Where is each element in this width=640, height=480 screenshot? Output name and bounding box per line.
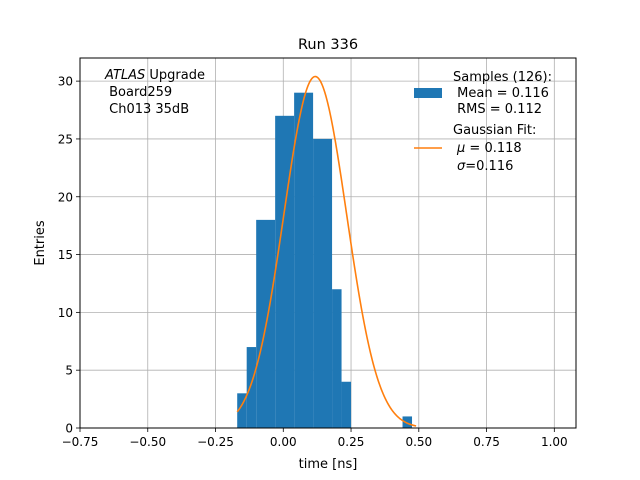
y-tick-label: 10 [58, 306, 73, 320]
annotation-line-1: ATLAS Upgrade [104, 68, 205, 83]
legend-sigma-value: =0.116 [465, 159, 513, 174]
legend-fit-title: Gaussian Fit: [453, 123, 536, 138]
x-tick-label: −0.25 [197, 435, 234, 449]
x-tick-label: 0.00 [270, 435, 297, 449]
chart-title: Run 336 [298, 37, 358, 53]
legend-fit-sigma: σ=0.116 [457, 159, 513, 174]
x-tick-label: −0.50 [129, 435, 166, 449]
histogram-bars [237, 92, 413, 428]
annotation-atlas: ATLAS [104, 68, 145, 83]
y-tick-label: 0 [65, 422, 73, 436]
legend-sigma-symbol: σ [457, 159, 466, 174]
legend: Samples (126): Mean = 0.116 RMS = 0.112 … [414, 70, 552, 174]
x-tick-label: 0.25 [338, 435, 365, 449]
x-tick-label: −0.75 [62, 435, 99, 449]
histogram-bar [294, 92, 314, 428]
histogram-bar [237, 393, 247, 428]
legend-mu-value: = 0.118 [465, 141, 521, 156]
histogram-bar [313, 138, 333, 428]
y-tick-label: 25 [58, 132, 73, 146]
histogram-bar [246, 347, 257, 428]
y-tick-label: 20 [58, 190, 73, 204]
atlas-annotation: ATLAS Upgrade Board259 Ch013 35dB [104, 68, 205, 117]
histogram-bar [275, 115, 295, 428]
legend-hist-swatch [414, 88, 442, 98]
plot-frame [79, 57, 577, 429]
annotation-line-3: Ch013 35dB [105, 102, 189, 117]
legend-hist-rms: RMS = 0.112 [453, 102, 542, 117]
annotation-upgrade: Upgrade [145, 68, 205, 83]
y-tick-label: 5 [65, 364, 73, 378]
histogram-bar [341, 381, 352, 428]
y-tick-label: 30 [58, 75, 73, 89]
legend-mu-symbol: μ [456, 141, 465, 156]
y-axis-ticks: 0 5 10 15 20 25 30 [58, 75, 80, 436]
gaussian-fit-curve [236, 75, 417, 427]
y-axis-label: Entries [33, 220, 48, 266]
x-axis-label: time [ns] [299, 457, 358, 472]
legend-hist-title: Samples (126): [453, 70, 552, 85]
x-axis-ticks: −0.75 −0.50 −0.25 0.00 0.25 0.50 0.75 1.00 [62, 428, 568, 449]
histogram-bar [332, 289, 342, 428]
legend-hist-mean: Mean = 0.116 [453, 86, 549, 101]
y-tick-label: 15 [58, 248, 73, 262]
x-tick-label: 0.75 [473, 435, 500, 449]
legend-fit-mu: μ = 0.118 [456, 141, 522, 156]
x-tick-label: 0.50 [405, 435, 432, 449]
x-tick-label: 1.00 [541, 435, 568, 449]
histogram-bar [402, 416, 413, 428]
fit-curve-layer [236, 75, 417, 427]
annotation-line-2: Board259 [105, 85, 172, 100]
